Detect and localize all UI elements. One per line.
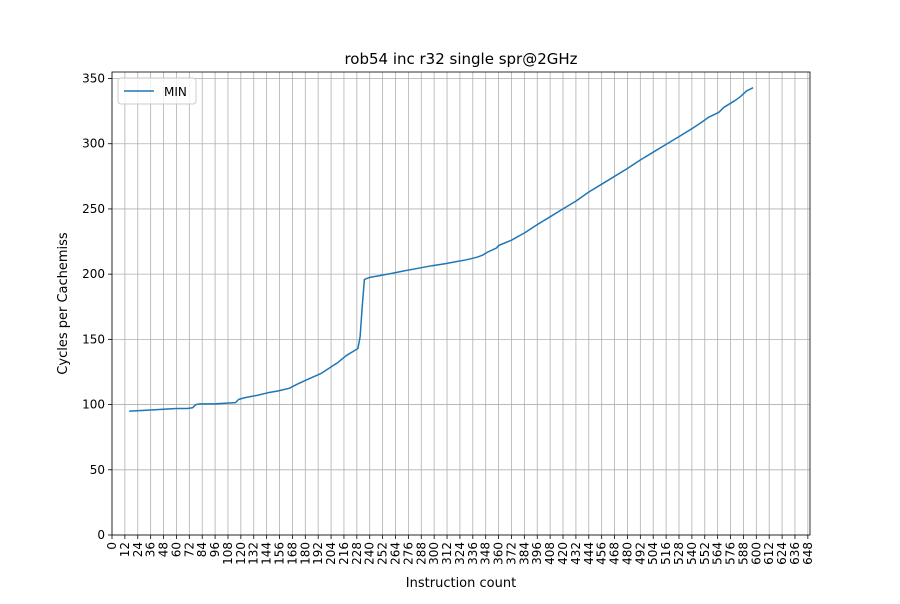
x-tick-label: 396 [530,542,544,565]
x-axis-label: Instruction count [406,576,516,591]
x-tick-label: 180 [298,542,312,565]
y-axis-ticks: 0 50 100 150 200 250 300 350 [82,72,112,542]
x-tick-label: 468 [608,542,622,565]
y-tick-label: 350 [82,72,105,86]
x-tick-label: 588 [736,542,750,565]
x-tick-label: 252 [376,542,390,565]
x-tick-label: 420 [556,542,570,565]
x-tick-label: 108 [221,542,235,565]
y-tick-label: 300 [82,137,105,151]
x-tick-label: 336 [466,542,480,565]
x-tick-label: 480 [620,542,634,565]
x-tick-label: 192 [311,542,325,565]
x-tick-label: 312 [440,542,454,565]
x-tick-label: 144 [260,542,274,565]
x-tick-label: 456 [595,542,609,565]
x-tick-label: 516 [659,542,673,565]
x-tick-label: 444 [582,542,596,565]
x-tick-label: 120 [234,542,248,565]
y-tick-label: 0 [97,528,105,542]
x-tick-label: 228 [350,542,364,565]
chart-title: rob54 inc r32 single spr@2GHz [344,50,577,68]
x-tick-label: 216 [337,542,351,565]
y-tick-label: 50 [90,463,105,477]
x-axis-ticks: 0122436486072849610812013214415616818019… [105,535,815,565]
x-tick-label: 36 [144,542,158,557]
y-tick-label: 250 [82,202,105,216]
legend: MIN [117,77,197,105]
x-tick-label: 276 [401,542,415,565]
x-tick-label: 264 [388,542,402,565]
x-tick-label: 636 [788,542,802,565]
x-tick-label: 384 [517,542,531,565]
series-layer [129,87,754,412]
x-tick-label: 492 [633,542,647,565]
x-tick-label: 528 [672,542,686,565]
x-tick-label: 408 [543,542,557,565]
x-tick-label: 564 [711,542,725,565]
x-tick-label: 0 [105,542,119,550]
x-tick-label: 540 [685,542,699,565]
x-tick-label: 504 [646,542,660,565]
x-tick-label: 432 [569,542,583,565]
x-tick-label: 552 [698,542,712,565]
x-tick-label: 348 [479,542,493,565]
y-axis-label: Cycles per Cachemiss [56,232,71,375]
x-tick-label: 300 [427,542,441,565]
x-tick-label: 48 [157,542,171,557]
y-tick-label: 100 [82,398,105,412]
x-tick-label: 204 [324,542,338,565]
grid [111,72,810,536]
x-tick-label: 576 [724,542,738,565]
plot-frame [111,71,811,536]
x-tick-label: 624 [775,542,789,565]
x-tick-label: 72 [182,542,196,557]
x-tick-label: 12 [118,542,132,557]
y-tick-label: 150 [82,332,105,346]
x-tick-label: 156 [273,542,287,565]
x-tick-label: 360 [492,542,506,565]
x-tick-label: 612 [762,542,776,565]
x-tick-label: 288 [414,542,428,565]
x-tick-label: 168 [285,542,299,565]
x-tick-label: 84 [195,542,209,557]
x-tick-label: 648 [801,542,815,565]
x-tick-label: 372 [504,542,518,565]
series-line-min [129,87,754,412]
legend-label-min: MIN [164,85,187,99]
legend-box [117,77,197,105]
y-tick-label: 200 [82,267,105,281]
x-tick-label: 132 [247,542,261,565]
x-tick-label: 240 [363,542,377,565]
x-tick-label: 324 [453,542,467,565]
x-tick-label: 24 [131,542,145,557]
x-tick-label: 96 [208,542,222,557]
x-tick-label: 600 [749,542,763,565]
x-tick-label: 60 [169,542,183,557]
